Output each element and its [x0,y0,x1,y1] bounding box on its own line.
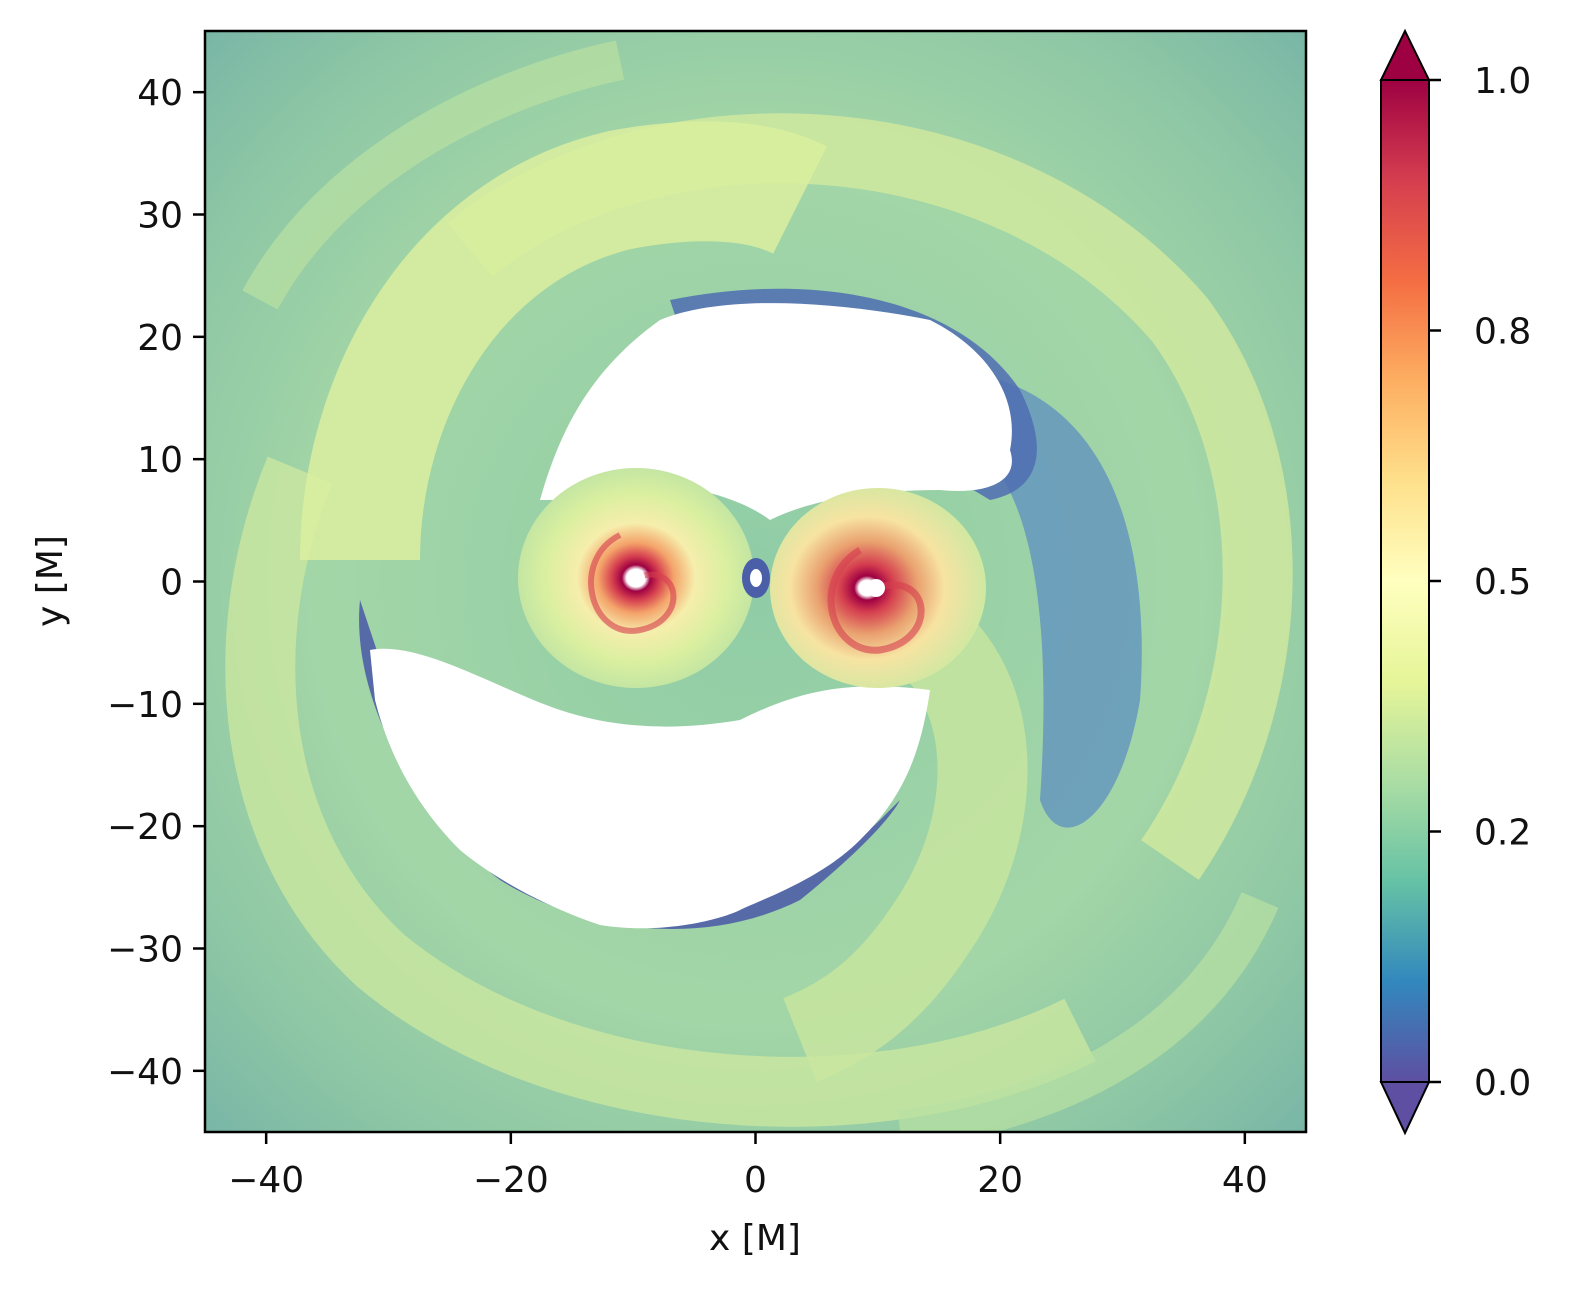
y-tick-label: −20 [107,807,183,848]
y-tick-label: 10 [137,440,183,481]
upper-cavity [540,303,1012,520]
y-tick-label: 30 [137,196,183,237]
colorbar-tick-label: 0.8 [1474,312,1531,353]
y-axis: 40 30 20 10 0 −10 −20 −30 −40 [107,73,205,1093]
y-tick-label: −40 [107,1052,183,1093]
y-tick-label: 20 [137,318,183,359]
x-tick-label: 0 [744,1160,767,1201]
colorbar-gradient [1380,79,1430,1083]
x-axis: −40 −20 0 20 40 [228,1132,1268,1201]
x-tick-label: 40 [1222,1160,1268,1201]
y-tick-label: −30 [107,930,183,971]
y-tick-label: −10 [107,685,183,726]
x-tick-label: −40 [228,1160,304,1201]
colorbar-tick-label: 1.0 [1474,61,1531,102]
colorbar-tick-label: 0.0 [1474,1063,1531,1104]
colorbar: 1.0 0.8 0.5 0.2 0.0 [1379,28,1531,1136]
lower-cavity [370,648,930,929]
x-tick-label: 20 [977,1160,1023,1201]
colorbar-extend-min [1379,1081,1431,1136]
colorbar-extend-max [1379,28,1431,81]
x-tick-label: −20 [473,1160,549,1201]
y-tick-label: 40 [137,73,183,114]
colorbar-tick-label: 0.2 [1474,813,1531,854]
x-axis-title: x [M] [709,1218,801,1259]
heatmap-image [205,31,1306,1132]
y-tick-label: 0 [160,563,183,604]
colorbar-tick-label: 0.5 [1474,562,1531,603]
y-axis-title: y [M] [30,535,71,627]
